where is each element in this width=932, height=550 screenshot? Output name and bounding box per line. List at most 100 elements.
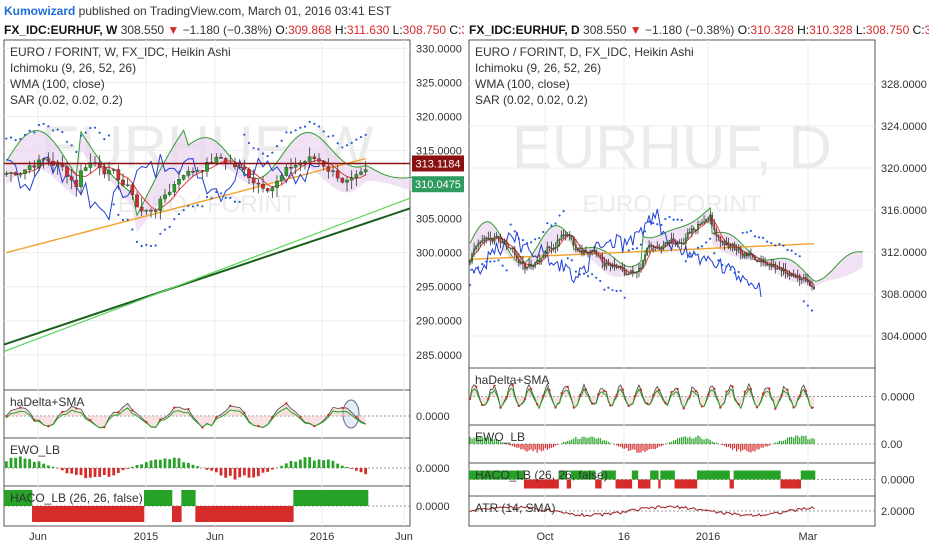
- left-ewo-bar: [93, 468, 97, 477]
- right-sar-dot: [623, 296, 626, 299]
- right-sar-dot: [741, 231, 744, 234]
- left-haco-block: [209, 506, 215, 522]
- right-ewo-bar: [660, 444, 662, 447]
- left-ewo-bar: [158, 459, 162, 468]
- right-haco-block: [674, 479, 677, 489]
- right-sar-dot: [595, 276, 598, 279]
- left-sar-dot: [79, 134, 83, 137]
- right-haco-block: [540, 479, 543, 489]
- left-ewo-bar: [42, 463, 46, 468]
- left-symbol-header: FX_IDC:EURHUF, W 308.550 ▼ −1.180 (−0.38…: [4, 20, 464, 40]
- right-haco-block: [637, 479, 641, 489]
- left-candle: [163, 194, 167, 200]
- right-candle: [776, 268, 779, 270]
- left-osc-dot: [173, 406, 176, 409]
- right-candle: [574, 244, 577, 249]
- right-ewo-bar: [626, 444, 628, 448]
- left-symbol[interactable]: FX_IDC:EURHUF, W: [4, 23, 118, 37]
- right-candle: [658, 247, 661, 250]
- right-haco-block: [782, 479, 785, 489]
- right-haco-block: [772, 470, 775, 480]
- left-osc-dot: [103, 426, 106, 429]
- left-y-tick-label: 295.0000: [416, 282, 462, 294]
- right-haco-block: [796, 479, 800, 489]
- left-sar-dot: [98, 131, 101, 134]
- right-wma-line: [470, 243, 815, 260]
- left-candle: [130, 184, 135, 195]
- left-haco-block: [125, 506, 131, 522]
- right-sar-dot: [648, 220, 651, 223]
- right-sar-dot: [643, 230, 647, 233]
- right-indicator-label: haDelta+SMA: [475, 373, 549, 387]
- right-haco-block: [764, 470, 767, 480]
- right-ewo-bar: [795, 435, 797, 444]
- right-haco-block: [745, 470, 749, 480]
- right-candle: [603, 261, 606, 267]
- left-candle: [23, 169, 27, 174]
- left-sar-dot: [70, 144, 73, 147]
- right-osc-dot: [670, 390, 673, 394]
- right-ewo-bar: [615, 444, 618, 446]
- right-symbol[interactable]: FX_IDC:EURHUF, D: [469, 23, 580, 37]
- left-candle: [149, 209, 153, 212]
- right-ewo-bar: [495, 439, 498, 444]
- left-ewo-bar: [23, 458, 27, 468]
- left-candle: [111, 169, 116, 171]
- left-sar-dot: [303, 125, 307, 128]
- left-y-tick-label: 330.0000: [416, 43, 462, 55]
- right-candle: [662, 245, 665, 249]
- author-link[interactable]: Kumowizard: [4, 4, 76, 18]
- right-sar-dot: [705, 241, 708, 244]
- right-haco-block: [542, 479, 545, 489]
- right-candle: [766, 262, 769, 266]
- right-haco-block: [694, 479, 698, 489]
- right-ewo-bar: [778, 440, 780, 444]
- right-ewo-bar: [508, 444, 510, 446]
- right-haco-block: [495, 470, 498, 480]
- right-candle: [772, 264, 775, 267]
- right-haco-block: [469, 470, 472, 480]
- right-candle: [695, 229, 697, 231]
- right-haco-block: [619, 479, 622, 489]
- right-haco-block: [558, 470, 561, 480]
- right-candle: [507, 246, 510, 249]
- right-senkou-a: [469, 207, 863, 282]
- right-ewo-bar: [721, 444, 724, 446]
- right-ewo-bar: [679, 437, 681, 444]
- left-sar-dot: [126, 218, 129, 221]
- right-haco-block: [723, 470, 726, 480]
- right-haco-block: [536, 479, 539, 489]
- right-candle: [794, 276, 797, 278]
- right-candle: [552, 248, 555, 250]
- left-osc-dot: [159, 418, 162, 421]
- right-haco-block: [493, 470, 496, 480]
- right-haco-block: [599, 479, 602, 489]
- right-tenkan-line: [469, 218, 815, 286]
- right-osc-dot: [798, 394, 801, 398]
- left-haco-block: [181, 490, 187, 506]
- right-osc-dot: [560, 392, 563, 395]
- right-ewo-bar: [646, 444, 648, 451]
- left-sar-dot: [350, 141, 353, 144]
- left-ewo-bar: [354, 468, 358, 471]
- left-haco-block: [83, 506, 89, 522]
- right-haco-block: [648, 479, 651, 489]
- right-ewo-bar: [811, 437, 813, 444]
- left-candle: [307, 156, 312, 162]
- left-haco-block: [36, 506, 42, 522]
- left-legend-line: SAR (0.02, 0.02, 0.2): [10, 93, 123, 107]
- right-haco-block: [574, 470, 578, 480]
- right-ewo-bar: [487, 436, 489, 444]
- right-candle: [597, 253, 600, 256]
- right-sar-dot: [766, 240, 769, 243]
- right-ewo-bar: [731, 444, 734, 450]
- right-candle: [515, 254, 518, 260]
- right-haco-block: [505, 470, 508, 480]
- left-candle: [74, 179, 79, 188]
- right-ewo-bar: [654, 444, 656, 450]
- right-ewo-bar: [593, 437, 595, 444]
- right-haco-block: [703, 470, 706, 480]
- right-haco-block: [503, 470, 506, 480]
- right-atr-line: [469, 504, 815, 518]
